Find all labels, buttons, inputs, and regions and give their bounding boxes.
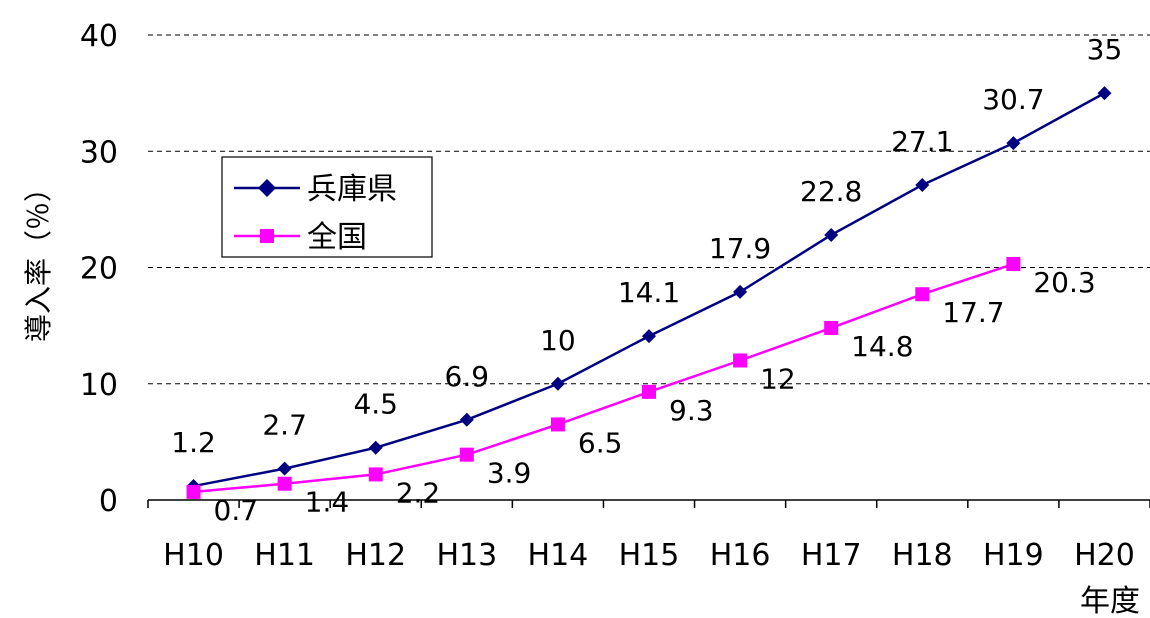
data-label: 2.7 [262, 409, 307, 442]
series-0-point [459, 412, 474, 427]
x-tick-label: H14 [528, 538, 589, 573]
data-labels: 1.2 2.7 4.5 6.9 10 14.1 17.9 22.8 27.1 30.7 35 0.7 1… [171, 33, 1122, 527]
data-label: 6.9 [445, 360, 490, 393]
y-tick-label: 0 [99, 484, 118, 519]
x-tick-label: H16 [710, 538, 771, 573]
series-1-point [186, 484, 201, 499]
series-1-point [550, 417, 565, 432]
series-layer [186, 86, 1112, 499]
series-1-point [733, 353, 748, 368]
legend-label-national: 全国 [307, 220, 367, 255]
y-axis-tick-labels: 0 10 20 30 40 [80, 19, 118, 519]
x-tick-label: H15 [619, 538, 680, 573]
data-label: 2.2 [396, 476, 441, 509]
series-1-point [642, 384, 656, 399]
x-axis-label: 年度 [1080, 584, 1140, 618]
data-label: 30.7 [982, 83, 1044, 116]
legend-marker-national [260, 229, 274, 243]
y-axis-label: 導入率（％） [22, 174, 55, 342]
data-label: 6.5 [578, 426, 623, 459]
y-tick-label: 10 [80, 368, 118, 403]
x-tick-label: H10 [163, 538, 224, 573]
data-label: 12 [760, 363, 796, 396]
data-label: 1.4 [305, 486, 350, 519]
y-tick-label: 40 [80, 19, 118, 54]
series-0-point [733, 284, 748, 299]
x-tick-label: H11 [254, 538, 315, 573]
series-0-point [824, 227, 839, 242]
data-label: 17.7 [942, 296, 1004, 329]
series-1-point [1006, 257, 1021, 272]
x-tick-label: H20 [1074, 538, 1135, 573]
data-label: 20.3 [1033, 266, 1095, 299]
series-0-point [550, 376, 565, 391]
y-tick-label: 30 [80, 135, 118, 170]
data-label: 1.2 [171, 426, 216, 459]
data-label: 14.8 [851, 330, 913, 363]
legend-label-hyogo: 兵庫県 [307, 172, 397, 207]
series-0-point [1097, 86, 1112, 101]
series-0-point [915, 177, 930, 192]
series-1-point [368, 467, 383, 482]
series-1-point [824, 320, 839, 335]
legend: 兵庫県 全国 [221, 156, 433, 258]
x-tick-label: H18 [892, 538, 953, 573]
series-line-1 [193, 262, 1014, 494]
legend-marker-hyogo [258, 179, 276, 197]
data-label: 17.9 [709, 232, 771, 265]
series-1-point [915, 287, 930, 302]
data-label: 4.5 [353, 388, 398, 421]
data-label: 14.1 [618, 276, 680, 309]
series-0-point [277, 461, 292, 476]
grid-lines [148, 34, 1150, 385]
data-label: 22.8 [800, 175, 862, 208]
x-tick-label: H13 [436, 538, 497, 573]
x-axis-ticks [147, 500, 1150, 508]
series-0-point [368, 440, 383, 455]
series-1-point [459, 447, 474, 462]
data-label: 9.3 [669, 394, 714, 427]
data-label: 27.1 [891, 125, 953, 158]
x-axis-tick-labels: H10 H11 H12 H13 H14 H15 H16 H17 H18 H19 H20 [163, 538, 1135, 573]
data-label: 10 [540, 324, 576, 357]
y-tick-label: 20 [80, 252, 118, 287]
x-tick-label: H19 [983, 538, 1044, 573]
legend-box [221, 156, 433, 258]
data-label: 0.7 [214, 494, 259, 527]
data-label: 3.9 [487, 457, 532, 490]
series-0-point [1006, 136, 1021, 151]
series-0-point [642, 329, 656, 344]
x-tick-label: H17 [801, 538, 862, 573]
data-label: 35 [1087, 33, 1123, 66]
x-tick-label: H12 [345, 538, 406, 573]
series-1-point [277, 476, 292, 491]
